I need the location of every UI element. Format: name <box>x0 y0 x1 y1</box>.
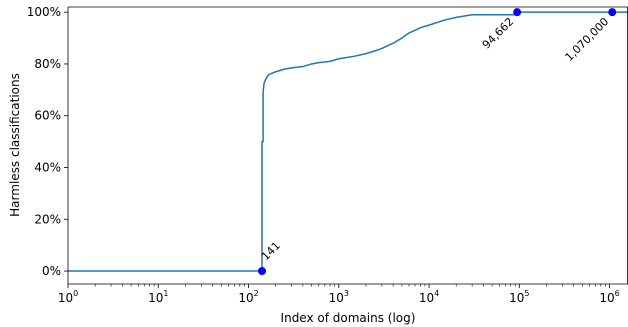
x-tick-label-5: 105 <box>509 289 529 305</box>
x-tick-label-3: 103 <box>329 289 349 305</box>
data-point-marker-2 <box>608 8 617 17</box>
y-tick-label-2: 40% <box>34 161 61 175</box>
series-line-0 <box>68 11 628 272</box>
y-tick-label-1: 20% <box>34 212 61 226</box>
x-tick-label-2: 102 <box>238 289 258 305</box>
y-tick-label-4: 80% <box>34 57 61 71</box>
x-tick-label-4: 104 <box>419 289 439 305</box>
point-label-1: 94,662 <box>480 15 516 51</box>
point-label-2: 1,070,000 <box>563 15 612 64</box>
data-point-marker-0 <box>257 267 266 276</box>
x-tick-label-1: 101 <box>148 289 168 305</box>
x-axis-label: Index of domains (log) <box>281 311 416 325</box>
axes: 0% 20% 40% 60% 80% 100% 100 101 102 103 104 105 106 <box>27 5 628 305</box>
y-tick-label-5: 100% <box>27 5 61 19</box>
data-point-marker-1 <box>513 8 522 17</box>
y-tick-label-3: 60% <box>34 109 61 123</box>
y-axis-label: Harmless classifications <box>8 73 22 217</box>
y-tick-label-0: 0% <box>42 264 61 278</box>
x-tick-label-0: 100 <box>58 289 78 305</box>
x-tick-label-6: 106 <box>599 289 619 305</box>
